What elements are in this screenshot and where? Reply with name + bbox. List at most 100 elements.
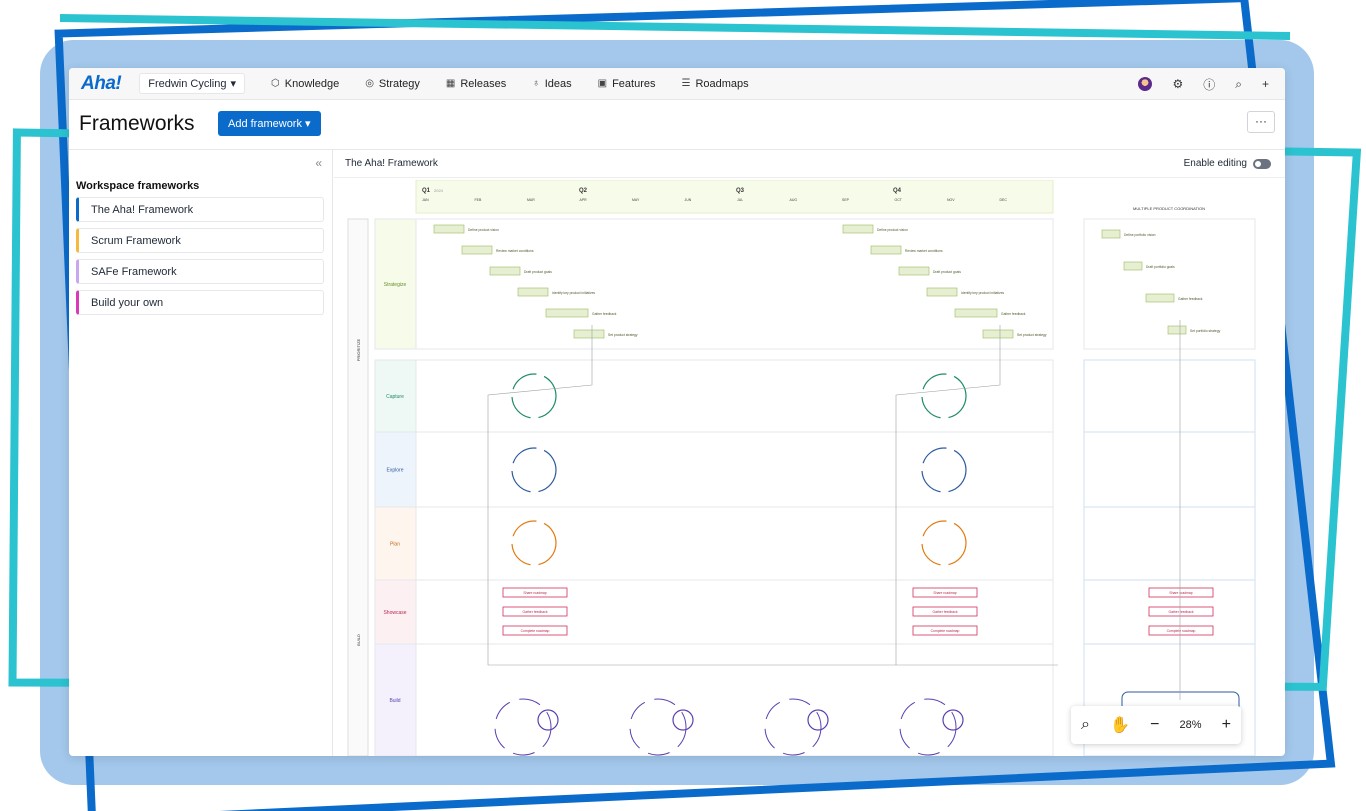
framework-list: The Aha! Framework Scrum Framework SAFe … [76, 197, 324, 321]
nav-releases[interactable]: ▦ Releases [446, 78, 506, 90]
row-label: Plan [390, 542, 400, 548]
portfolio-step-label: Draft portfolio goals [1146, 265, 1175, 269]
pan-hand-icon[interactable]: ✋ [1110, 717, 1130, 734]
zoom-level: 28% [1179, 719, 1202, 731]
sidebar-item-aha-framework[interactable]: The Aha! Framework [76, 197, 324, 222]
phase-label-prioritize: PRIORITIZE [356, 338, 361, 361]
workspace-name: Fredwin Cycling [148, 77, 227, 90]
strategy-step-label: Draft product goals [933, 270, 961, 274]
nav-label: Ideas [544, 77, 572, 90]
quarter-label: Q4 [893, 188, 902, 194]
connector-line [487, 325, 1058, 666]
avatar[interactable] [1138, 77, 1153, 91]
cycle-loop [921, 520, 967, 566]
showcase-box [502, 625, 568, 636]
framework-view: The Aha! Framework Enable editing Q1 Q2 Q3… [334, 150, 1285, 756]
help-icon[interactable]: ⓘ [1203, 77, 1216, 92]
showcase-box [1148, 625, 1214, 636]
showcase-label: Share roadmap [523, 591, 546, 595]
framework-diagram: Q1 Q2 Q3 Q4 2024 JAN FEB MAR APR MAY JUN JUL AUG SEP O… [347, 180, 1256, 756]
nav-ideas[interactable]: ♁ Ideas [532, 78, 571, 90]
portfolio-step-label: Gather feedback [1178, 297, 1203, 301]
app-window: Aha! Fredwin Cycling ▾ ⬡ Knowledge ◎ Strat… [69, 68, 1285, 756]
row-label: Build [389, 698, 400, 704]
portfolio-row-body [1083, 431, 1256, 508]
showcase-box [1148, 587, 1214, 598]
showcase-box [1148, 606, 1214, 617]
row-header [374, 506, 417, 581]
row-body [415, 359, 1054, 433]
zoom-in-button[interactable]: + [1221, 716, 1231, 733]
sidebar-item-scrum-framework[interactable]: Scrum Framework [76, 228, 324, 253]
caret-down-icon: ▾ [230, 78, 237, 90]
zoom-out-button[interactable]: − [1150, 716, 1160, 733]
strategy-step-label: Set product strategy [1017, 333, 1047, 337]
strategy-step-bar [461, 245, 493, 255]
build-cycle [629, 698, 687, 756]
roadmap-icon: ☰ [681, 78, 691, 89]
zoom-controls: ⌕ ✋ − 28% + [1071, 706, 1241, 744]
enable-editing-label: Enable editing [1183, 158, 1247, 169]
showcase-label: Gather feedback [1168, 610, 1193, 614]
row-label: Capture [386, 394, 404, 400]
workspace-selector[interactable]: Fredwin Cycling ▾ [139, 73, 246, 94]
showcase-label: Share roadmap [933, 591, 956, 595]
framework-canvas[interactable]: Q1 Q2 Q3 Q4 2024 JAN FEB MAR APR MAY JUN JUL AUG SEP O… [338, 180, 1285, 756]
month-label: JAN [422, 198, 429, 202]
strategy-step-bar [898, 266, 930, 276]
add-icon[interactable]: + [1261, 77, 1269, 91]
nav-label: Roadmaps [695, 77, 749, 90]
nav-strategy[interactable]: ◎ Strategy [365, 78, 420, 90]
quarter-label: Q2 [579, 188, 588, 194]
quarter-label: Q3 [736, 188, 745, 194]
strategy-step-bar [433, 224, 465, 234]
showcase-label: Gather feedback [522, 610, 547, 614]
build-cycle [494, 698, 552, 756]
strategy-step-label: Draft product goals [524, 270, 552, 274]
sidebar-item-build-your-own[interactable]: Build your own [76, 290, 324, 315]
strategy-step-label: Gather feedback [1001, 312, 1026, 316]
month-label: MAY [632, 198, 640, 202]
more-options-button[interactable]: ··· [1247, 111, 1275, 133]
sidebar-item-safe-framework[interactable]: SAFe Framework [76, 259, 324, 284]
nav-label: Strategy [378, 77, 420, 90]
showcase-box [912, 625, 978, 636]
bulb-icon: ♁ [532, 78, 540, 89]
strategy-step-bar [954, 308, 998, 318]
sidebar-title: Workspace frameworks [76, 180, 200, 192]
sprint-loop [807, 709, 829, 731]
timeline-header [415, 180, 1054, 214]
row-body [415, 218, 1054, 350]
row-label: Strategize [384, 282, 407, 288]
portfolio-row-body [1083, 506, 1256, 581]
month-label: APR [580, 198, 588, 202]
portfolio-row-body [1083, 359, 1256, 433]
sprint-loop [537, 709, 559, 731]
portfolio-step-bar [1145, 293, 1175, 303]
quarter-year: 2024 [434, 188, 444, 193]
nav-features[interactable]: ▣ Features [598, 78, 656, 90]
editing-toggle[interactable] [1253, 158, 1271, 169]
nav-right-icons: ⚙ ⓘ ⌕ + [1138, 68, 1269, 100]
portfolio-step-bar [1167, 325, 1187, 335]
showcase-label: Share roadmap [1169, 591, 1192, 595]
grid-icon: ▣ [597, 78, 608, 89]
top-navigation: Aha! Fredwin Cycling ▾ ⬡ Knowledge ◎ Strat… [69, 68, 1285, 100]
collapse-sidebar-icon[interactable]: « [315, 156, 322, 170]
caret-down-icon: ▾ [305, 118, 311, 130]
strategy-step-bar [489, 266, 521, 276]
row-body [415, 431, 1054, 508]
portfolio-step-bar [1101, 229, 1121, 239]
add-framework-button[interactable]: Add framework ▾ [218, 111, 321, 136]
cycle-loop [511, 447, 557, 493]
enable-editing-control[interactable]: Enable editing [1184, 158, 1271, 169]
nav-knowledge[interactable]: ⬡ Knowledge [271, 78, 339, 90]
showcase-box [912, 606, 978, 617]
gear-icon[interactable]: ⚙ [1172, 77, 1184, 91]
showcase-box [502, 587, 568, 598]
nav-roadmaps[interactable]: ☰ Roadmaps [682, 78, 749, 90]
target-icon: ◎ [365, 78, 374, 89]
zoom-search-icon[interactable]: ⌕ [1081, 716, 1090, 733]
search-icon[interactable]: ⌕ [1235, 76, 1242, 91]
aha-logo[interactable]: Aha! [81, 72, 122, 94]
